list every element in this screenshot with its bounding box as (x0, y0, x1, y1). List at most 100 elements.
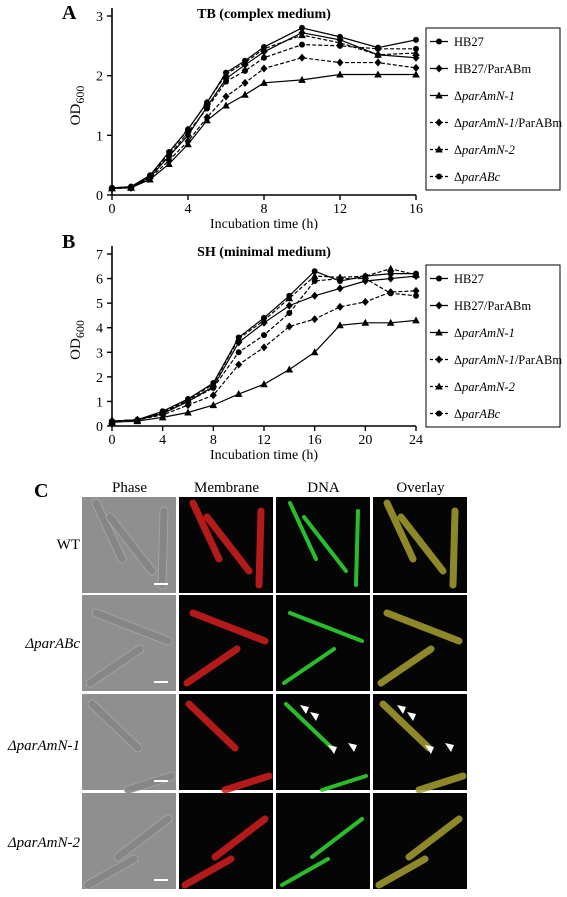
scale-bar (154, 879, 168, 881)
y-tick-label: 7 (96, 248, 103, 263)
legend-marker-delta-paramn-1-parabm (435, 355, 443, 364)
chart-title: SH (minimal medium) (197, 245, 331, 260)
column-header-dna: DNA (307, 480, 340, 496)
legend-label-delta-paramn-1: ΔparAmN-1 (454, 326, 515, 340)
legend-marker-delta-parabc (436, 173, 442, 180)
scale-bar (154, 780, 168, 782)
point-delta-parabc (362, 275, 369, 282)
arrowhead-icon (407, 712, 416, 721)
point-delta-paramn-1 (336, 70, 344, 78)
x-tick-label: 12 (257, 433, 271, 448)
micrograph-paramn-1-dna (276, 694, 370, 792)
point-delta-parabc (337, 275, 343, 282)
micrograph-bg-phase (82, 793, 176, 889)
arrowhead-icon (425, 745, 434, 754)
x-tick-label: 12 (333, 202, 347, 217)
point-delta-paramn-1 (222, 101, 230, 109)
x-tick-label: 8 (261, 202, 268, 217)
point-delta-paramn-1-parabm (298, 53, 306, 62)
point-delta-parabc (242, 67, 248, 74)
point-delta-paramn-1 (285, 365, 294, 373)
point-delta-paramn-1-parabm (336, 58, 344, 67)
point-delta-parabc (261, 54, 267, 61)
micrograph-parabc-phase (82, 595, 176, 691)
y-tick-label: 3 (96, 346, 103, 361)
point-delta-paramn-1 (374, 70, 382, 78)
point-delta-paramn-2 (241, 58, 249, 66)
bacterium-cell (383, 609, 463, 645)
point-delta-paramn-1-parabm (311, 315, 319, 324)
point-delta-parabc (299, 41, 305, 48)
bacterium-cell (310, 817, 364, 859)
row-label-paramn-2: ΔparAmN-2 (7, 835, 80, 851)
y-axis-label: OD600 (68, 86, 87, 126)
y-tick-label: 4 (96, 322, 103, 337)
x-tick-label: 0 (109, 433, 116, 448)
arrowhead-icon (445, 743, 454, 752)
point-delta-paramn-2 (203, 98, 211, 106)
point-delta-paramn-1-parabm (241, 78, 249, 87)
bacterium-cell (92, 609, 172, 645)
panel-c-letter: C (34, 480, 49, 502)
point-delta-parabc (375, 45, 381, 52)
point-delta-parabc (147, 174, 153, 181)
micrograph-paramn-2-overlay (373, 793, 467, 889)
point-delta-paramn-1-parabm (412, 63, 420, 72)
point-delta-paramn-1-parabm (209, 391, 217, 400)
legend-box (425, 27, 561, 191)
point-delta-parabc (413, 292, 419, 299)
point-hb27-parabm (285, 301, 293, 310)
bacterium-cell (379, 700, 433, 752)
bacterium-cell (86, 645, 144, 687)
legend-label-hb27: HB27 (454, 35, 484, 49)
bacterium-cell (302, 515, 348, 573)
y-tick-label: 0 (96, 189, 103, 204)
legend-label-hb27-parabm: HB27/ParABm (454, 62, 531, 76)
point-hb27-parabm (387, 274, 395, 283)
bacterium-cell (282, 647, 336, 685)
x-axis-label: Incubation time (h) (210, 448, 318, 463)
legend-marker-delta-parabc (436, 410, 442, 417)
point-delta-paramn-1-parabm (374, 58, 382, 67)
point-delta-paramn-1-parabm (412, 286, 420, 295)
micrograph-paramn-2-membrane (179, 793, 273, 889)
legend-label-delta-paramn-1-parabm: ΔparAmN-1/ParABm (454, 116, 562, 130)
point-delta-paramn-1 (361, 318, 370, 326)
chart-tb-growth: TB (complex medium)0 4 8 12 160123Incubation… (68, 7, 562, 230)
micrograph-wt-phase (82, 497, 176, 593)
micrograph-wt-dna (276, 497, 370, 593)
arrowhead-icon (328, 745, 337, 754)
legend-label-delta-paramn-2: ΔparAmN-2 (454, 143, 515, 157)
point-delta-paramn-1-parabm (235, 360, 243, 369)
point-hb27-parabm (336, 284, 344, 293)
point-delta-paramn-1 (310, 348, 319, 356)
bacterium-cell (449, 507, 459, 589)
bacterium-cell (415, 772, 467, 794)
x-tick-label: 8 (210, 433, 217, 448)
bacterium-cell (405, 815, 463, 861)
bacterium-cell (280, 857, 330, 887)
chart-title: TB (complex medium) (197, 7, 331, 22)
bacterium-halo (85, 644, 145, 688)
x-axis-label: Incubation time (h) (210, 217, 318, 230)
row-label-paramn-1: ΔparAmN-1 (7, 738, 80, 754)
bacterium-cell (211, 815, 269, 861)
micrograph-images (82, 497, 467, 890)
bacterium-cell (114, 815, 172, 861)
micrograph-parabc-overlay (373, 595, 467, 691)
point-delta-paramn-1 (260, 78, 268, 86)
y-axis-label: OD600 (68, 320, 87, 360)
y-tick-label: 3 (96, 10, 103, 25)
bacterium-cell (183, 645, 241, 687)
micrograph-paramn-1-phase (82, 694, 177, 795)
point-delta-paramn-1-parabm (165, 156, 173, 165)
point-delta-parabc (109, 418, 115, 425)
arrowhead-icon (310, 712, 319, 721)
legend-marker-hb27-parabm (435, 301, 443, 310)
y-tick-label: 2 (96, 70, 103, 85)
legend-marker-hb27-parabm (435, 64, 443, 73)
bacterium-cell (320, 774, 368, 792)
x-tick-label: 4 (159, 433, 166, 448)
micrograph-paramn-1-membrane (179, 694, 273, 794)
row-label-wt: WT (56, 537, 80, 553)
